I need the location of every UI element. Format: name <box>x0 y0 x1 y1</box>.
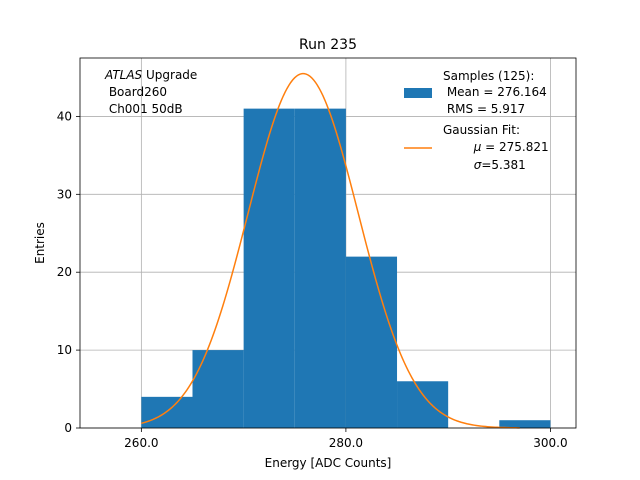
y-axis-label: Entries <box>33 222 47 264</box>
y-tick-label-2: 20 <box>57 265 72 279</box>
x-tick-label-0: 260.0 <box>124 436 158 450</box>
histogram-bar-1 <box>192 350 244 428</box>
legend-hist-swatch <box>404 88 432 98</box>
legend-fit-title: Gaussian Fit: <box>443 123 520 137</box>
y-tick-label-4: 40 <box>57 109 72 123</box>
gaussian-fit-curve <box>141 72 520 429</box>
legend-hist-title: Samples (125): <box>443 69 534 83</box>
svg-text:σ=5.381: σ=5.381 <box>443 158 545 172</box>
legend-hist-mean: Mean = 276.164 <box>443 85 547 99</box>
annotation-atlas: ATLAS <box>104 68 143 82</box>
y-axis-ticks: 0 10 20 30 40 <box>57 109 80 435</box>
y-tick-label-3: 30 <box>57 187 72 201</box>
annotation-board: Board260 <box>105 85 167 99</box>
atlas-annotation: ATLAS Upgrade Board260 Ch001 50dB <box>104 68 197 116</box>
x-axis-label: Energy [ADC Counts] <box>265 456 392 470</box>
histogram-bar-4 <box>345 256 398 428</box>
y-tick-label-1: 10 <box>57 343 72 357</box>
x-tick-label-2: 300.0 <box>533 436 567 450</box>
histogram-bar-3 <box>294 108 346 428</box>
annotation-upgrade: Upgrade <box>142 68 197 82</box>
histogram-bar-5 <box>397 381 449 428</box>
x-axis-ticks: 260.0 280.0 300.0 <box>124 428 568 450</box>
legend-fit-sigma-symbol: σ <box>474 158 482 172</box>
plot-area: 260.0 280.0 300.0 0 10 20 30 40 <box>57 57 577 450</box>
histogram-bar-2 <box>243 108 295 428</box>
legend-hist-rms: RMS = 5.917 <box>443 102 525 116</box>
histogram-bar-6 <box>499 420 551 428</box>
legend-fit-mu-symbol: μ <box>473 140 482 154</box>
annotation-channel: Ch001 50dB <box>105 102 183 116</box>
legend-fit-sigma-value: =5.381 <box>481 158 525 172</box>
histogram-bars <box>141 108 551 428</box>
y-tick-label-0: 0 <box>64 421 72 435</box>
chart-title: Run 235 <box>299 37 357 53</box>
svg-text:μ = 275.821: μ = 275.821 <box>443 140 568 154</box>
plot-frame <box>79 57 577 429</box>
legend-fit-mu-value: = 275.821 <box>481 140 548 154</box>
histogram-bar-0 <box>141 396 193 428</box>
legend: Samples (125): Mean = 276.164 RMS = 5.91… <box>404 69 568 172</box>
svg-text:ATLAS Upgrade: ATLAS Upgrade <box>104 68 197 82</box>
x-tick-label-1: 280.0 <box>329 436 363 450</box>
